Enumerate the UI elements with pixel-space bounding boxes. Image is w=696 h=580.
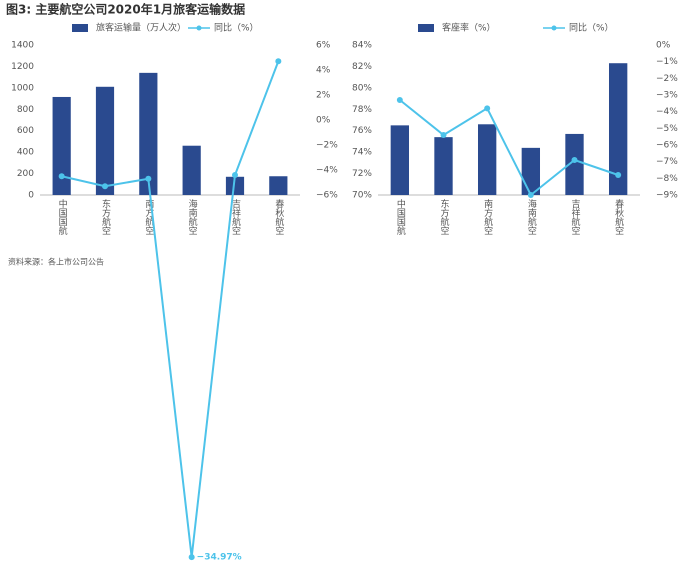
y-tick-label: 1400 bbox=[11, 41, 34, 51]
x-tick-label: 东方航空 bbox=[439, 198, 450, 235]
line-point bbox=[571, 157, 578, 163]
line-point bbox=[102, 183, 108, 190]
line-point bbox=[275, 58, 282, 65]
bar bbox=[95, 86, 115, 195]
x-tick-label: 中国国航 bbox=[395, 198, 406, 236]
bar bbox=[477, 124, 497, 195]
y-tick-label: 80% bbox=[352, 83, 372, 93]
y-tick-label: 600 bbox=[17, 126, 34, 136]
y2-tick-label: −3% bbox=[656, 91, 678, 101]
line-point bbox=[527, 192, 534, 198]
y2-tick-label: −4% bbox=[316, 166, 338, 176]
legend-label: 同比（%） bbox=[569, 22, 614, 34]
figure-title: 图3: 主要航空公司2020年1月旅客运输数据 bbox=[6, 2, 245, 17]
y2-tick-label: 2% bbox=[316, 91, 331, 101]
data-label: −34.97% bbox=[197, 553, 242, 563]
legend-dot bbox=[196, 25, 202, 31]
legend-dot bbox=[551, 25, 557, 31]
y-tick-label: 70% bbox=[352, 191, 372, 201]
line-point bbox=[396, 97, 403, 103]
y2-tick-label: −7% bbox=[656, 157, 678, 167]
line-point bbox=[58, 173, 65, 180]
y-tick-label: 1200 bbox=[11, 62, 34, 72]
y-tick-label: 84% bbox=[352, 41, 372, 51]
x-tick-label: 春秋航空 bbox=[273, 198, 284, 235]
bar bbox=[269, 176, 288, 195]
legend-swatch bbox=[72, 24, 88, 32]
y2-tick-label: −1% bbox=[656, 57, 678, 67]
x-tick-label: 吉祥航空 bbox=[230, 199, 241, 235]
y2-tick-label: −8% bbox=[656, 174, 678, 184]
bar bbox=[390, 125, 410, 195]
y2-tick-label: 0% bbox=[656, 41, 671, 51]
y-tick-label: 78% bbox=[352, 105, 372, 115]
bar bbox=[139, 72, 158, 195]
x-tick-label: 海南航空 bbox=[526, 198, 537, 235]
x-tick-label: 东方航空 bbox=[100, 198, 111, 235]
line-point bbox=[484, 105, 491, 112]
source-note: 资料来源：各上市公司公告 bbox=[8, 257, 104, 267]
line-point bbox=[232, 172, 238, 178]
x-tick-label: 吉祥航空 bbox=[570, 199, 581, 235]
y2-tick-label: −5% bbox=[656, 124, 678, 134]
x-tick-label: 海南航空 bbox=[187, 198, 198, 235]
y2-tick-label: −9% bbox=[656, 191, 678, 201]
x-tick-label: 南方航空 bbox=[143, 198, 154, 235]
y-tick-label: 800 bbox=[17, 105, 34, 115]
y2-tick-label: 0% bbox=[316, 116, 331, 126]
y-tick-label: 1000 bbox=[11, 83, 34, 93]
bar bbox=[565, 133, 584, 195]
line bbox=[399, 99, 619, 197]
bar bbox=[434, 137, 453, 195]
y2-tick-label: −6% bbox=[316, 191, 338, 201]
legend-label: 客座率（%） bbox=[442, 22, 496, 34]
y-tick-label: 0 bbox=[28, 191, 34, 201]
y-tick-label: 82% bbox=[352, 62, 372, 72]
line-point bbox=[440, 132, 447, 138]
y-tick-label: 72% bbox=[352, 169, 372, 179]
bar bbox=[608, 63, 628, 195]
bar bbox=[521, 147, 541, 195]
line-point bbox=[188, 554, 195, 561]
line bbox=[61, 60, 280, 558]
x-tick-label: 南方航空 bbox=[482, 198, 493, 235]
line-point bbox=[615, 172, 622, 178]
y2-tick-label: 6% bbox=[316, 41, 331, 51]
bar bbox=[182, 145, 201, 195]
bar bbox=[52, 96, 71, 195]
y-tick-label: 76% bbox=[352, 126, 372, 136]
line-point bbox=[145, 175, 152, 182]
y2-tick-label: −2% bbox=[316, 141, 338, 151]
legend-label: 旅客运输量（万人次） bbox=[96, 22, 186, 34]
y-tick-label: 74% bbox=[352, 148, 372, 158]
y-tick-label: 200 bbox=[17, 169, 34, 179]
y2-tick-label: 4% bbox=[316, 66, 331, 76]
y2-tick-label: −6% bbox=[656, 141, 678, 151]
legend-label: 同比（%） bbox=[214, 22, 259, 34]
y2-tick-label: −4% bbox=[656, 107, 678, 117]
y2-tick-label: −2% bbox=[656, 74, 678, 84]
bar bbox=[225, 176, 245, 195]
legend-swatch bbox=[418, 24, 434, 32]
y-tick-label: 400 bbox=[17, 148, 34, 158]
x-tick-label: 中国国航 bbox=[57, 198, 68, 236]
x-tick-label: 春秋航空 bbox=[613, 198, 624, 235]
